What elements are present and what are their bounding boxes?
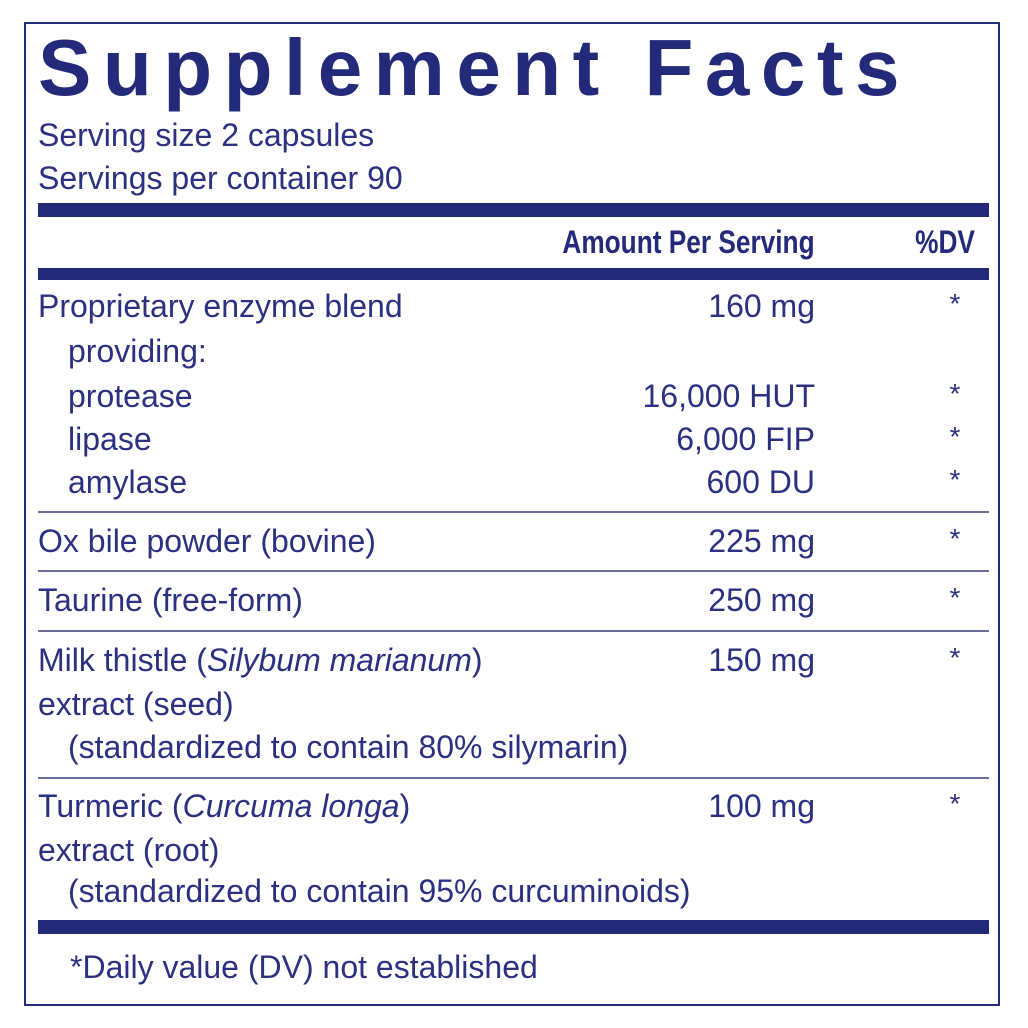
ingredient-name: Milk thistle (Silybum marianum) (38, 641, 483, 679)
ingredient-dv: * (949, 378, 961, 409)
ingredient-line3: (standardized to contain 95% curcuminoid… (68, 873, 691, 909)
row-divider (38, 777, 989, 779)
ingredient-dv: * (949, 288, 961, 319)
ingredient-name: Proprietary enzyme blend (38, 288, 403, 324)
name-text: ) (399, 788, 411, 824)
footnote: *Daily value (DV) not established (70, 949, 538, 985)
ingredient-name: protease (68, 378, 193, 414)
ingredient-amount: 100 mg (708, 788, 815, 824)
thick-divider (38, 920, 989, 934)
name-text: Milk thistle ( (38, 642, 207, 678)
ingredient-name: Ox bile powder (bovine) (38, 523, 376, 559)
ingredient-dv: * (949, 421, 961, 452)
ingredient-line2: extract (root) (38, 832, 220, 868)
row-divider (38, 511, 989, 513)
name-text: ) (471, 642, 483, 678)
ingredient-amount: 225 mg (708, 523, 815, 559)
label-frame (24, 22, 1000, 1006)
ingredient-amount: 160 mg (708, 288, 815, 324)
servings-per-container: Servings per container 90 (38, 160, 403, 196)
ingredient-name: lipase (68, 421, 152, 457)
ingredient-name: Turmeric (Curcuma longa) (38, 787, 410, 825)
thick-divider (38, 268, 989, 280)
name-text: Turmeric ( (38, 788, 183, 824)
ingredient-line2: extract (seed) (38, 686, 234, 722)
ingredient-amount: 6,000 FIP (676, 421, 815, 457)
label-title: Supplement Facts (38, 23, 912, 112)
ingredient-dv: * (949, 523, 961, 554)
ingredient-dv: * (949, 464, 961, 495)
ingredient-amount: 150 mg (708, 642, 815, 678)
thick-divider (38, 203, 989, 217)
latin-name: Curcuma longa (182, 788, 400, 824)
amount-per-serving-header: Amount Per Serving (562, 224, 815, 260)
dv-header: %DV (915, 224, 975, 260)
ingredient-amount: 600 DU (706, 464, 816, 500)
ingredient-amount: 16,000 HUT (642, 378, 815, 414)
ingredient-dv: * (949, 582, 961, 613)
row-divider (38, 570, 989, 572)
ingredient-name: Taurine (free-form) (38, 582, 303, 618)
row-divider (38, 630, 989, 632)
ingredient-dv: * (949, 788, 961, 819)
ingredient-dv: * (949, 642, 961, 673)
ingredient-subtext: providing: (68, 333, 207, 369)
serving-size: Serving size 2 capsules (38, 117, 375, 153)
ingredient-name: amylase (68, 464, 188, 500)
ingredient-line3: (standardized to contain 80% silymarin) (68, 729, 629, 765)
latin-name: Silybum marianum (206, 642, 472, 678)
ingredient-amount: 250 mg (708, 582, 815, 618)
